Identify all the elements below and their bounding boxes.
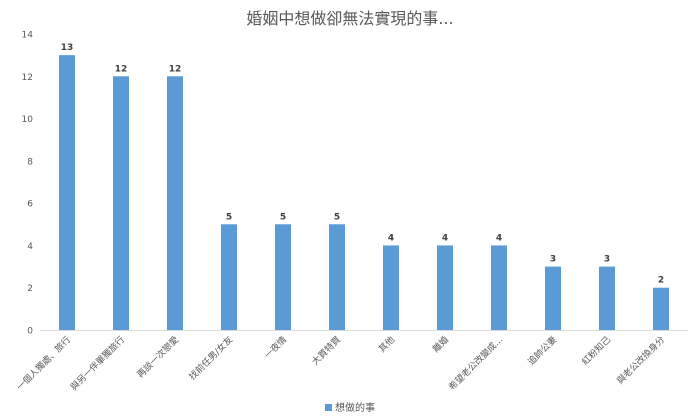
bar [491, 245, 507, 330]
x-tick-label: 一夜情 [262, 334, 290, 362]
y-tick-label: 8 [27, 157, 33, 167]
bar [545, 266, 561, 330]
x-tick-label: 其他 [376, 334, 397, 355]
y-tick-label: 12 [22, 73, 33, 83]
x-tick-label: 找前任男/女友 [186, 334, 235, 383]
y-tick-label: 0 [27, 327, 33, 337]
data-label: 4 [496, 233, 502, 243]
bar [113, 76, 129, 331]
x-tick-label: 一個人獨處、旅行 [14, 334, 73, 393]
x-tick-label: 希望老公改變成... [446, 334, 505, 393]
y-tick-label: 14 [22, 31, 34, 41]
legend-swatch [325, 403, 332, 411]
x-tick-label: 與另一伴單獨旅行 [68, 334, 127, 393]
data-label: 5 [334, 212, 340, 222]
bar [221, 224, 237, 330]
bar [167, 76, 183, 331]
bar [329, 224, 345, 330]
data-label: 12 [115, 64, 128, 74]
data-label: 3 [550, 255, 556, 265]
y-tick-label: 4 [27, 242, 33, 252]
y-tick-label: 6 [27, 200, 33, 210]
data-label: 5 [280, 212, 286, 222]
data-label: 3 [604, 255, 610, 265]
x-tick-label: 離婚 [430, 334, 451, 355]
bar [437, 245, 453, 330]
chart-title: 婚姻中想做卻無法實現的事... [246, 9, 454, 28]
data-label: 5 [226, 212, 232, 222]
legend: 想做的事 [0, 399, 700, 414]
data-label: 2 [658, 276, 664, 286]
x-tick-label: 追帥公妻 [525, 334, 559, 368]
y-tick-label: 2 [27, 284, 33, 294]
x-tick-label: 紅粉知己 [579, 334, 613, 368]
y-tick-label: 10 [22, 115, 34, 125]
data-label: 13 [61, 43, 74, 53]
bar [275, 224, 291, 330]
bar [383, 245, 399, 330]
bar [599, 266, 615, 330]
x-tick-label: 再談一次戀愛 [134, 334, 181, 381]
x-tick-label: 與老公改換身分 [614, 334, 667, 387]
data-label: 12 [169, 64, 182, 74]
legend-label: 想做的事 [335, 403, 375, 414]
bar [59, 55, 75, 331]
data-label: 4 [442, 233, 448, 243]
bar [653, 287, 669, 330]
data-label: 4 [388, 233, 394, 243]
x-tick-label: 大買特買 [309, 334, 343, 368]
